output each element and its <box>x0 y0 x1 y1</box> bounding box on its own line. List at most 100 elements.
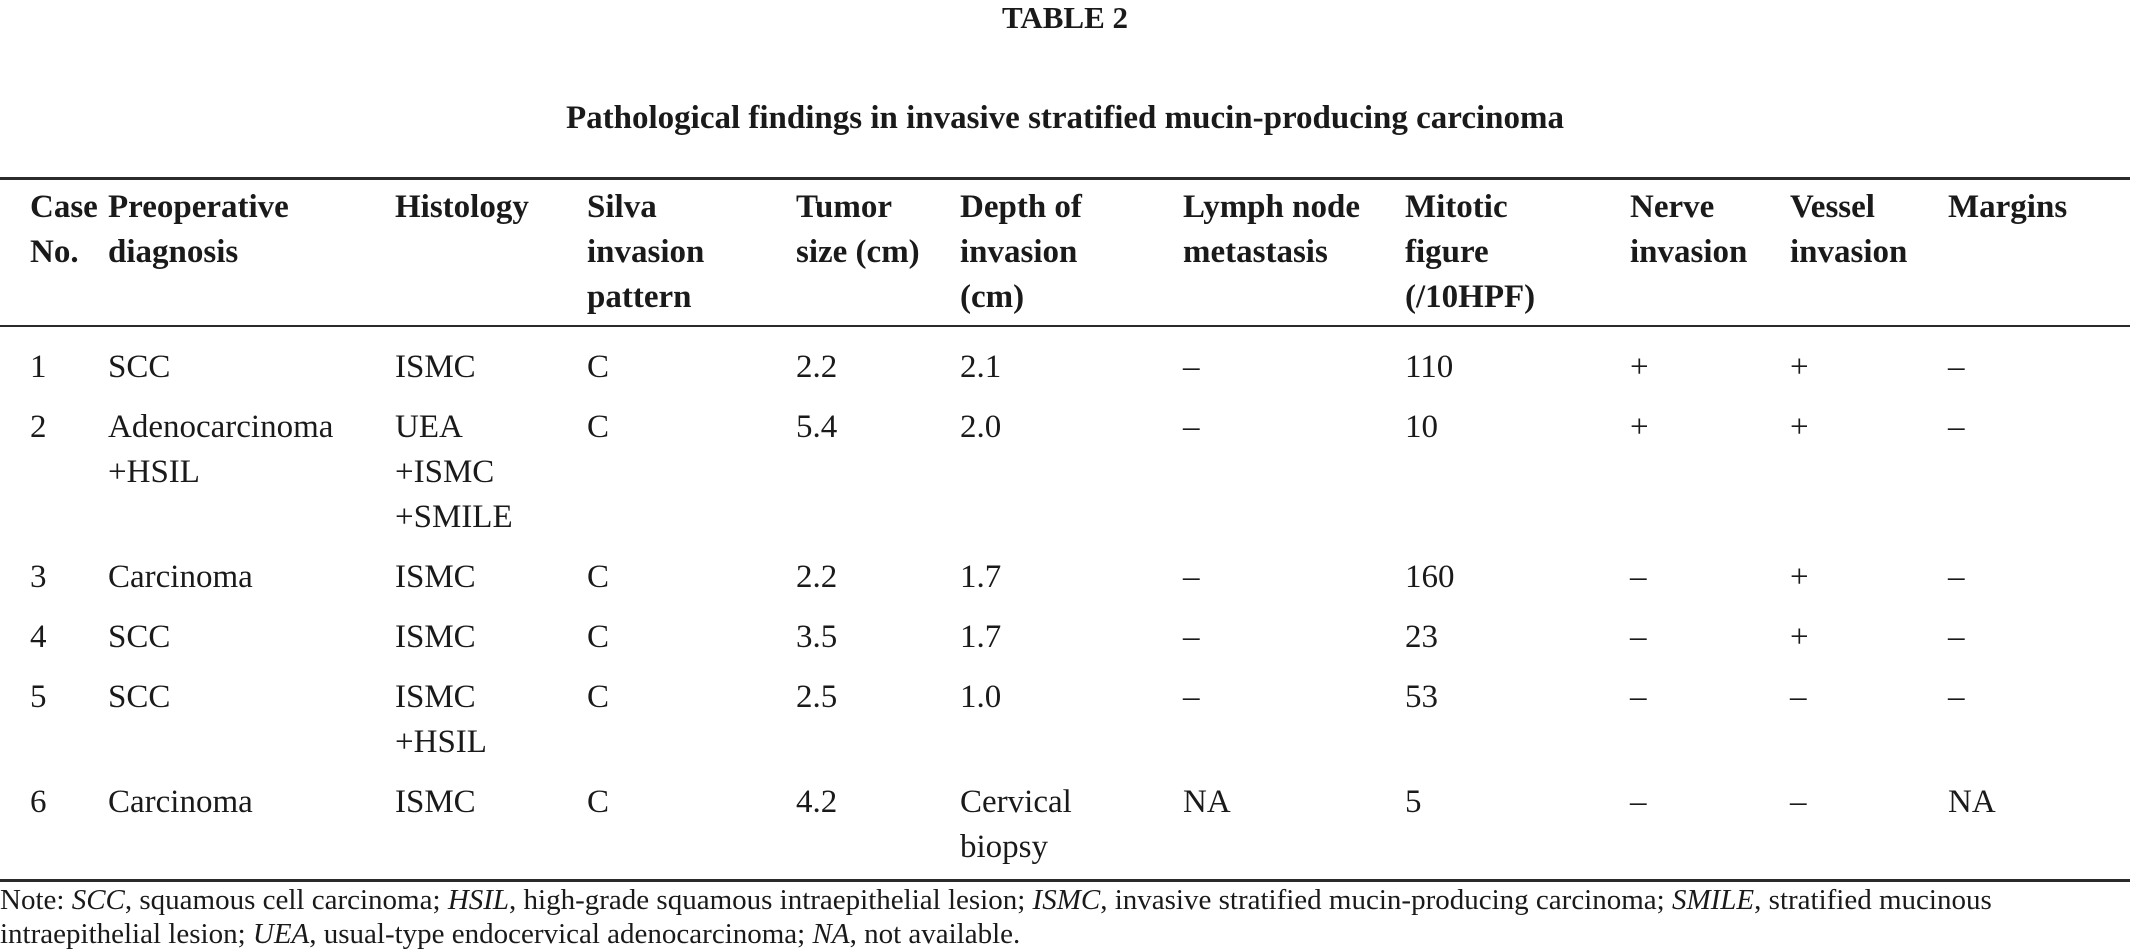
cell-lymph-node-metastasis: – <box>1183 409 1200 445</box>
column-header-tumor-size: Tumor size (cm) <box>796 189 920 270</box>
table-row: 4 SCC ISMC C 3.5 1.7 – 23 – + – <box>0 604 2130 664</box>
table-row: 5 SCC ISMC +HSIL C 2.5 1.0 – 53 – – – <box>0 664 2130 769</box>
note-abbreviation: HSIL <box>447 884 510 916</box>
cell-histology: UEA +ISMC +SMILE <box>395 409 513 535</box>
cell-case-no: 2 <box>30 409 47 445</box>
cell-silva-invasion-pattern: C <box>587 619 610 655</box>
cell-nerve-invasion: – <box>1630 559 1647 595</box>
note-abbreviation: ISMC <box>1032 884 1101 916</box>
table-row: 2 Adenocarcinoma +HSIL UEA +ISMC +SMILE C 5.… <box>0 394 2130 544</box>
cell-silva-invasion-pattern: C <box>587 784 610 820</box>
cell-nerve-invasion: – <box>1630 619 1647 655</box>
cell-nerve-invasion: – <box>1630 679 1647 715</box>
column-header-margins: Margins <box>1948 189 2068 225</box>
column-header-preoperative-diagnosis: Preoperative diagnosis <box>108 189 289 270</box>
cell-margins: NA <box>1948 784 1996 820</box>
column-header-silva-invasion-pattern: Silva invasion pattern <box>587 189 705 315</box>
cell-depth-of-invasion: Cervical biopsy <box>960 784 1072 865</box>
cell-preoperative-diagnosis: SCC <box>108 679 171 715</box>
note-definition: , stratified mucinous intraepithelial le… <box>0 884 1992 950</box>
cell-mitotic-figure: 23 <box>1405 619 1438 655</box>
table-body: 1 SCC ISMC C 2.2 2.1 – 110 + + – 2 Adenocarcinoma +H… <box>0 330 2130 874</box>
cell-margins: – <box>1948 409 1965 445</box>
cell-vessel-invasion: + <box>1790 409 1809 445</box>
cell-margins: – <box>1948 619 1965 655</box>
cell-vessel-invasion: – <box>1790 679 1807 715</box>
cell-silva-invasion-pattern: C <box>587 409 610 445</box>
cell-vessel-invasion: + <box>1790 559 1809 595</box>
note-definition: , high-grade squamous intraepithelial le… <box>509 884 1033 916</box>
note-abbreviation: UEA <box>252 918 310 950</box>
note-definition: , not available. <box>849 918 1021 950</box>
cell-silva-invasion-pattern: C <box>587 679 610 715</box>
cell-vessel-invasion: – <box>1790 784 1807 820</box>
cell-depth-of-invasion: 2.1 <box>960 349 1002 385</box>
cell-tumor-size: 4.2 <box>796 784 838 820</box>
column-header-mitotic-figure: Mitotic figure (/10HPF) <box>1405 189 1536 315</box>
table-title: Pathological findings in invasive strati… <box>565 100 1564 136</box>
table-row: 1 SCC ISMC C 2.2 2.1 – 110 + + – <box>0 330 2130 394</box>
note-abbreviation: NA <box>812 918 850 950</box>
column-header-histology: Histology <box>395 189 529 225</box>
table-top-rule <box>0 177 2130 180</box>
cell-case-no: 1 <box>30 349 47 385</box>
cell-depth-of-invasion: 1.7 <box>960 559 1002 595</box>
cell-depth-of-invasion: 1.7 <box>960 619 1002 655</box>
cell-preoperative-diagnosis: Carcinoma <box>108 559 253 595</box>
cell-case-no: 4 <box>30 619 47 655</box>
note-abbreviation: SMILE <box>1671 884 1755 916</box>
cell-nerve-invasion: – <box>1630 784 1647 820</box>
cell-depth-of-invasion: 2.0 <box>960 409 1002 445</box>
findings-table: Case No. Preoperative diagnosis Histolog… <box>0 180 2130 874</box>
cell-margins: – <box>1948 559 1965 595</box>
cell-case-no: 5 <box>30 679 47 715</box>
cell-lymph-node-metastasis: – <box>1183 559 1200 595</box>
cell-preoperative-diagnosis: Carcinoma <box>108 784 253 820</box>
note-definition: , squamous cell carcinoma; <box>124 884 448 916</box>
cell-nerve-invasion: + <box>1630 409 1649 445</box>
column-header-lymph-node-metastasis: Lymph node metastasis <box>1183 189 1360 270</box>
cell-histology: ISMC <box>395 784 476 820</box>
header-row: Case No. Preoperative diagnosis Histolog… <box>0 180 2130 330</box>
cell-margins: – <box>1948 679 1965 715</box>
table-row: 6 Carcinoma ISMC C 4.2 Cervical biopsy NA 5 – – NA <box>0 769 2130 874</box>
cell-case-no: 3 <box>30 559 47 595</box>
column-header-case-no: Case No. <box>30 189 98 270</box>
cell-mitotic-figure: 110 <box>1405 349 1454 385</box>
note-definition: , usual-type endocervical adenocarcinoma… <box>309 918 813 950</box>
cell-histology: ISMC <box>395 559 476 595</box>
cell-preoperative-diagnosis: Adenocarcinoma +HSIL <box>108 409 334 490</box>
cell-silva-invasion-pattern: C <box>587 349 610 385</box>
cell-tumor-size: 2.2 <box>796 349 838 385</box>
cell-histology: ISMC <box>395 619 476 655</box>
cell-mitotic-figure: 5 <box>1405 784 1422 820</box>
cell-silva-invasion-pattern: C <box>587 559 610 595</box>
cell-preoperative-diagnosis: SCC <box>108 349 171 385</box>
cell-tumor-size: 3.5 <box>796 619 838 655</box>
cell-lymph-node-metastasis: – <box>1183 619 1200 655</box>
cell-vessel-invasion: + <box>1790 349 1809 385</box>
cell-mitotic-figure: 10 <box>1405 409 1438 445</box>
note-abbreviation: SCC <box>71 884 125 916</box>
table-row: 3 Carcinoma ISMC C 2.2 1.7 – 160 – + – <box>0 544 2130 604</box>
cell-nerve-invasion: + <box>1630 349 1649 385</box>
cell-tumor-size: 2.2 <box>796 559 838 595</box>
cell-histology: ISMC +HSIL <box>395 679 487 760</box>
note-definition: , invasive stratified mucin-producing ca… <box>1100 884 1672 916</box>
note-prefix: Note: <box>0 884 72 916</box>
cell-vessel-invasion: + <box>1790 619 1809 655</box>
cell-margins: – <box>1948 349 1965 385</box>
cell-lymph-node-metastasis: – <box>1183 679 1200 715</box>
cell-lymph-node-metastasis: – <box>1183 349 1200 385</box>
cell-depth-of-invasion: 1.0 <box>960 679 1002 715</box>
cell-lymph-node-metastasis: NA <box>1183 784 1231 820</box>
cell-tumor-size: 2.5 <box>796 679 838 715</box>
cell-preoperative-diagnosis: SCC <box>108 619 171 655</box>
cell-mitotic-figure: 160 <box>1405 559 1455 595</box>
table-label: TABLE 2 <box>1001 0 1129 35</box>
column-header-depth-of-invasion: Depth of invasion (cm) <box>960 189 1082 315</box>
table-note: Note: SCC, squamous cell carcinoma; HSIL… <box>0 883 2126 951</box>
cell-mitotic-figure: 53 <box>1405 679 1438 715</box>
column-header-vessel-invasion: Vessel invasion <box>1790 189 1908 270</box>
cell-case-no: 6 <box>30 784 47 820</box>
